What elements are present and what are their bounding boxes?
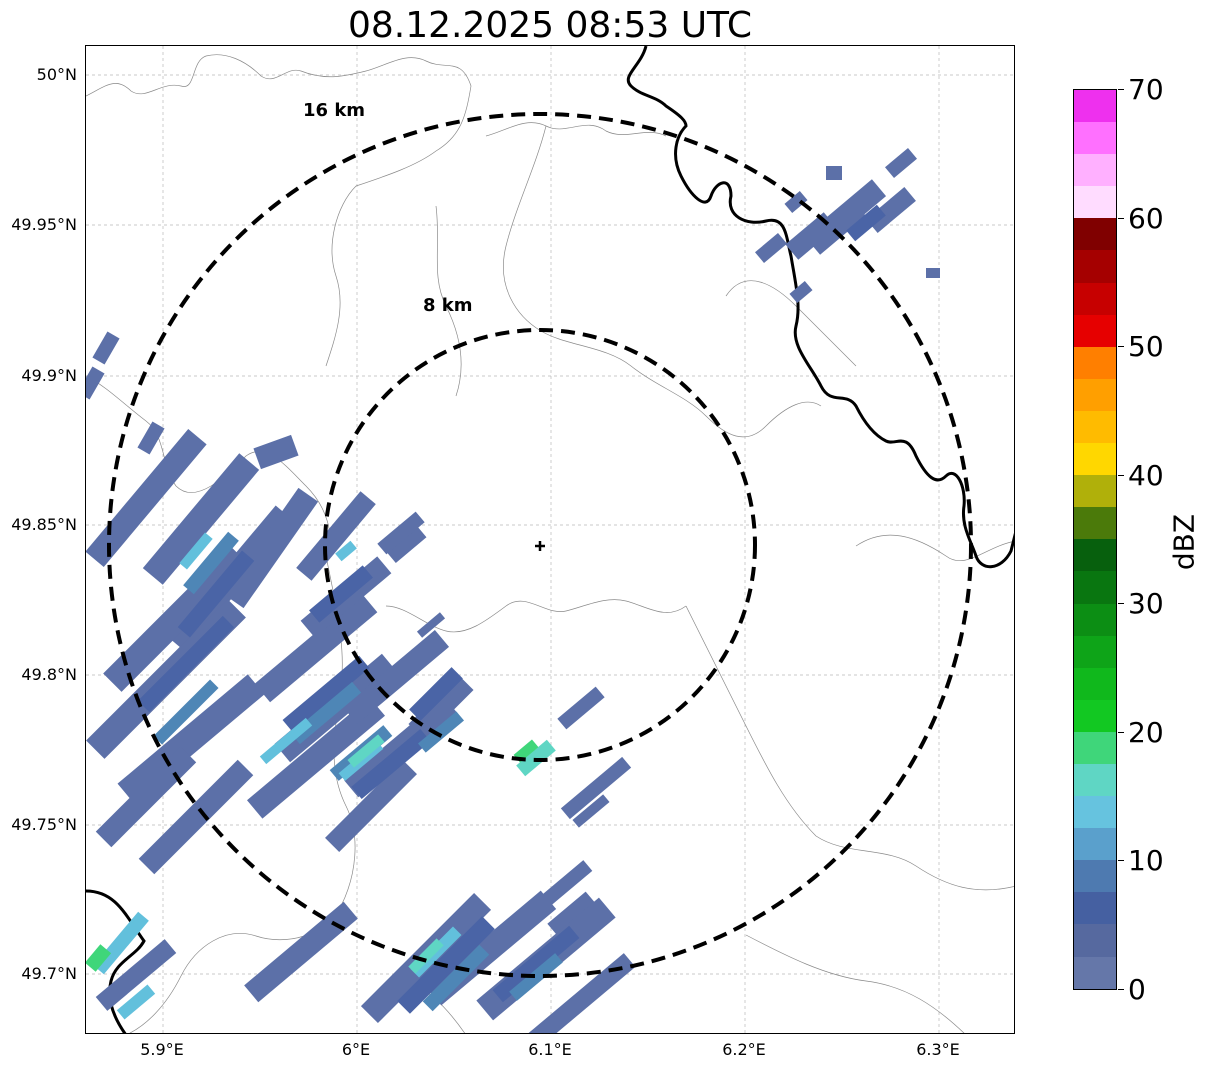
colorbar-step [1074, 924, 1116, 957]
range-ring-label-16km: 16 km [303, 100, 366, 121]
radar-echoes [86, 147, 940, 1033]
colorbar-step [1074, 539, 1116, 572]
range-ring-label-8km: 8 km [423, 295, 473, 316]
radar-site-icon [535, 541, 545, 551]
colorbar-step [1074, 667, 1116, 700]
colorbar-step [1074, 860, 1116, 893]
colorbar-step [1074, 956, 1116, 989]
colorbar-step [1074, 828, 1116, 861]
colorbar-step [1074, 507, 1116, 540]
colorbar-tick [1118, 475, 1124, 476]
colorbar-step [1074, 410, 1116, 444]
colorbar-tick-label: 10 [1128, 844, 1164, 877]
map-title: 08.12.2025 08:53 UTC [347, 5, 753, 46]
colorbar-step [1074, 250, 1116, 283]
radar-map[interactable] [85, 45, 1015, 1034]
colorbar-step [1074, 154, 1116, 187]
colorbar-tick-label: 60 [1128, 202, 1164, 235]
colorbar-tick-label: 30 [1128, 587, 1164, 620]
colorbar-tick [1118, 860, 1124, 861]
colorbar-tick-label: 20 [1128, 716, 1164, 749]
lat-tick-label: 49.8°N [21, 665, 77, 684]
colorbar-step [1074, 282, 1116, 315]
colorbar-step [1074, 122, 1116, 155]
lat-tick-label: 49.75°N [11, 815, 77, 834]
colorbar-step [1074, 443, 1116, 476]
colorbar-step [1074, 892, 1116, 925]
lat-tick-label: 49.95°N [11, 215, 77, 234]
lon-tick-label: 6.2°E [722, 1040, 766, 1059]
colorbar-step [1074, 635, 1116, 668]
colorbar-tick [1118, 218, 1124, 219]
colorbar-tick [1118, 989, 1124, 990]
lat-tick-label: 49.85°N [11, 515, 77, 534]
lon-tick-label: 6.3°E [916, 1040, 960, 1059]
admin-boundaries [86, 54, 1014, 1033]
colorbar-label: dBZ [1167, 513, 1201, 571]
colorbar-tick [1118, 732, 1124, 733]
colorbar-step [1074, 346, 1116, 379]
colorbar-step [1074, 218, 1116, 251]
colorbar-tick [1118, 346, 1124, 347]
colorbar-tick-label: 70 [1128, 73, 1164, 106]
lat-tick-label: 49.7°N [21, 964, 77, 983]
colorbar-step [1074, 699, 1116, 732]
colorbar-tick-label: 40 [1128, 459, 1164, 492]
lon-tick-label: 6°E [341, 1040, 371, 1059]
range-ring-16km [107, 112, 973, 978]
colorbar-step [1074, 763, 1116, 797]
colorbar-tick [1118, 89, 1124, 90]
colorbar-step [1074, 90, 1116, 123]
colorbar-step [1074, 186, 1116, 219]
colorbar-step [1074, 571, 1116, 604]
colorbar [1073, 89, 1117, 990]
colorbar-step [1074, 603, 1116, 636]
colorbar-step [1074, 796, 1116, 829]
lat-tick-label: 49.9°N [21, 366, 77, 385]
colorbar-tick-label: 50 [1128, 330, 1164, 363]
range-ring-8km [323, 328, 757, 762]
colorbar-step [1074, 378, 1116, 411]
colorbar-tick-label: 0 [1128, 973, 1146, 1006]
range-rings [107, 112, 973, 978]
colorbar-step [1074, 314, 1116, 347]
lon-tick-label: 6.1°E [528, 1040, 572, 1059]
lon-tick-label: 5.9°E [140, 1040, 184, 1059]
colorbar-step [1074, 731, 1116, 764]
colorbar-tick [1118, 603, 1124, 604]
colorbar-step [1074, 475, 1116, 508]
lat-tick-label: 50°N [36, 65, 77, 84]
